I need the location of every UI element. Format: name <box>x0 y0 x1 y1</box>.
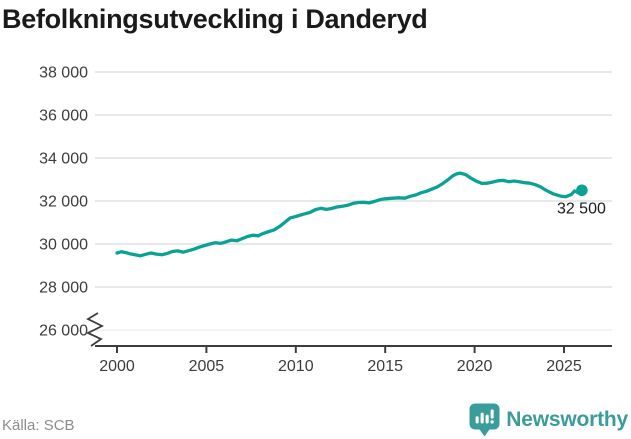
x-tick-label: 2005 <box>189 358 225 375</box>
source-note: Källa: SCB <box>2 417 75 434</box>
x-tick-label: 2010 <box>278 358 314 375</box>
x-tick-label: 2020 <box>457 358 493 375</box>
newsworthy-logo-icon <box>469 403 500 437</box>
y-tick-label: 32 000 <box>39 194 88 211</box>
y-tick-label: 30 000 <box>39 237 88 254</box>
logo-bubble-shape <box>469 403 500 437</box>
population-line-series <box>115 171 584 258</box>
latest-value-label: 32 500 <box>557 200 606 217</box>
x-tick-label: 2025 <box>546 358 582 375</box>
y-tick-label: 34 000 <box>39 151 88 168</box>
latest-value-marker <box>576 184 588 197</box>
newsworthy-wordmark: Newsworthy <box>506 408 628 431</box>
y-tick-label: 36 000 <box>39 108 88 125</box>
x-tick-label: 2015 <box>367 358 403 375</box>
y-tick-label: 38 000 <box>39 65 88 82</box>
chart-title: Befolkningsutveckling i Danderyd <box>2 4 428 34</box>
logo-barchart-glyph <box>475 409 495 424</box>
newsworthy-brand[interactable]: Newsworthy <box>469 402 628 438</box>
x-tick-label: 2000 <box>99 358 135 375</box>
y-tick-label: 28 000 <box>39 280 88 297</box>
y-axis-break-icon <box>85 312 105 347</box>
y-tick-label: 26 000 <box>39 323 88 340</box>
